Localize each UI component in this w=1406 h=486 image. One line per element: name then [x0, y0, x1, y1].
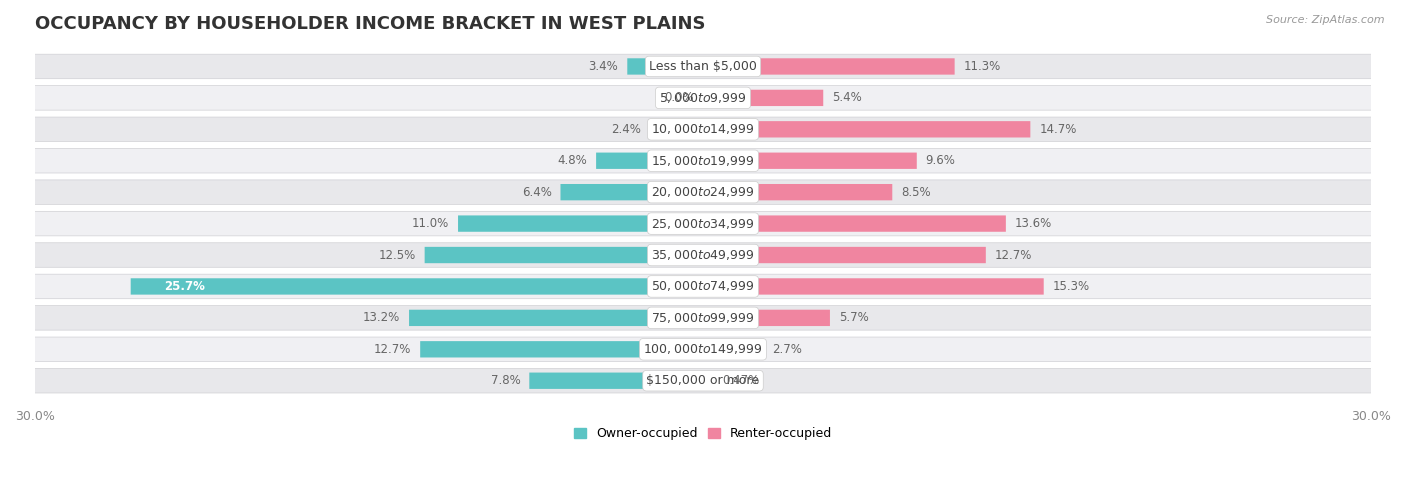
FancyBboxPatch shape [34, 274, 1372, 299]
FancyBboxPatch shape [420, 341, 703, 358]
Text: OCCUPANCY BY HOUSEHOLDER INCOME BRACKET IN WEST PLAINS: OCCUPANCY BY HOUSEHOLDER INCOME BRACKET … [35, 15, 706, 33]
Text: 13.6%: 13.6% [1015, 217, 1052, 230]
FancyBboxPatch shape [703, 310, 830, 326]
FancyBboxPatch shape [703, 247, 986, 263]
Text: 2.7%: 2.7% [772, 343, 801, 356]
Text: 11.3%: 11.3% [963, 60, 1001, 73]
Text: $20,000 to $24,999: $20,000 to $24,999 [651, 185, 755, 199]
FancyBboxPatch shape [703, 278, 1043, 295]
Text: $75,000 to $99,999: $75,000 to $99,999 [651, 311, 755, 325]
FancyBboxPatch shape [34, 306, 1372, 330]
Text: $150,000 or more: $150,000 or more [647, 374, 759, 387]
FancyBboxPatch shape [529, 373, 703, 389]
Text: $35,000 to $49,999: $35,000 to $49,999 [651, 248, 755, 262]
Text: 5.7%: 5.7% [839, 312, 869, 324]
Text: 2.4%: 2.4% [610, 123, 641, 136]
Text: 3.4%: 3.4% [589, 60, 619, 73]
FancyBboxPatch shape [703, 58, 955, 75]
Text: 8.5%: 8.5% [901, 186, 931, 199]
Text: 14.7%: 14.7% [1039, 123, 1077, 136]
FancyBboxPatch shape [34, 117, 1372, 141]
FancyBboxPatch shape [409, 310, 703, 326]
FancyBboxPatch shape [34, 86, 1372, 110]
Text: 7.8%: 7.8% [491, 374, 520, 387]
Text: $10,000 to $14,999: $10,000 to $14,999 [651, 122, 755, 136]
FancyBboxPatch shape [34, 368, 1372, 393]
Text: 5.4%: 5.4% [832, 91, 862, 104]
Text: 11.0%: 11.0% [412, 217, 449, 230]
FancyBboxPatch shape [703, 341, 763, 358]
FancyBboxPatch shape [34, 54, 1372, 79]
Text: 0.47%: 0.47% [723, 374, 759, 387]
FancyBboxPatch shape [703, 153, 917, 169]
FancyBboxPatch shape [34, 337, 1372, 362]
Text: Less than $5,000: Less than $5,000 [650, 60, 756, 73]
FancyBboxPatch shape [34, 243, 1372, 267]
FancyBboxPatch shape [703, 215, 1005, 232]
Text: 13.2%: 13.2% [363, 312, 401, 324]
FancyBboxPatch shape [34, 149, 1372, 173]
FancyBboxPatch shape [425, 247, 703, 263]
Text: 15.3%: 15.3% [1053, 280, 1090, 293]
FancyBboxPatch shape [131, 278, 703, 295]
FancyBboxPatch shape [627, 58, 703, 75]
FancyBboxPatch shape [561, 184, 703, 200]
Text: 12.7%: 12.7% [374, 343, 412, 356]
FancyBboxPatch shape [34, 180, 1372, 205]
Text: 6.4%: 6.4% [522, 186, 551, 199]
Text: $5,000 to $9,999: $5,000 to $9,999 [659, 91, 747, 105]
Text: 4.8%: 4.8% [557, 154, 588, 167]
Text: 12.7%: 12.7% [994, 248, 1032, 261]
Text: $50,000 to $74,999: $50,000 to $74,999 [651, 279, 755, 294]
FancyBboxPatch shape [703, 373, 713, 389]
FancyBboxPatch shape [650, 121, 703, 138]
FancyBboxPatch shape [34, 211, 1372, 236]
Text: $100,000 to $149,999: $100,000 to $149,999 [644, 342, 762, 356]
Text: 25.7%: 25.7% [165, 280, 205, 293]
Text: 9.6%: 9.6% [925, 154, 956, 167]
FancyBboxPatch shape [596, 153, 703, 169]
FancyBboxPatch shape [458, 215, 703, 232]
Text: Source: ZipAtlas.com: Source: ZipAtlas.com [1267, 15, 1385, 25]
Legend: Owner-occupied, Renter-occupied: Owner-occupied, Renter-occupied [568, 422, 838, 445]
Text: 0.0%: 0.0% [665, 91, 695, 104]
FancyBboxPatch shape [703, 90, 824, 106]
FancyBboxPatch shape [703, 121, 1031, 138]
FancyBboxPatch shape [703, 184, 893, 200]
Text: $15,000 to $19,999: $15,000 to $19,999 [651, 154, 755, 168]
Text: 12.5%: 12.5% [378, 248, 416, 261]
Text: $25,000 to $34,999: $25,000 to $34,999 [651, 217, 755, 230]
